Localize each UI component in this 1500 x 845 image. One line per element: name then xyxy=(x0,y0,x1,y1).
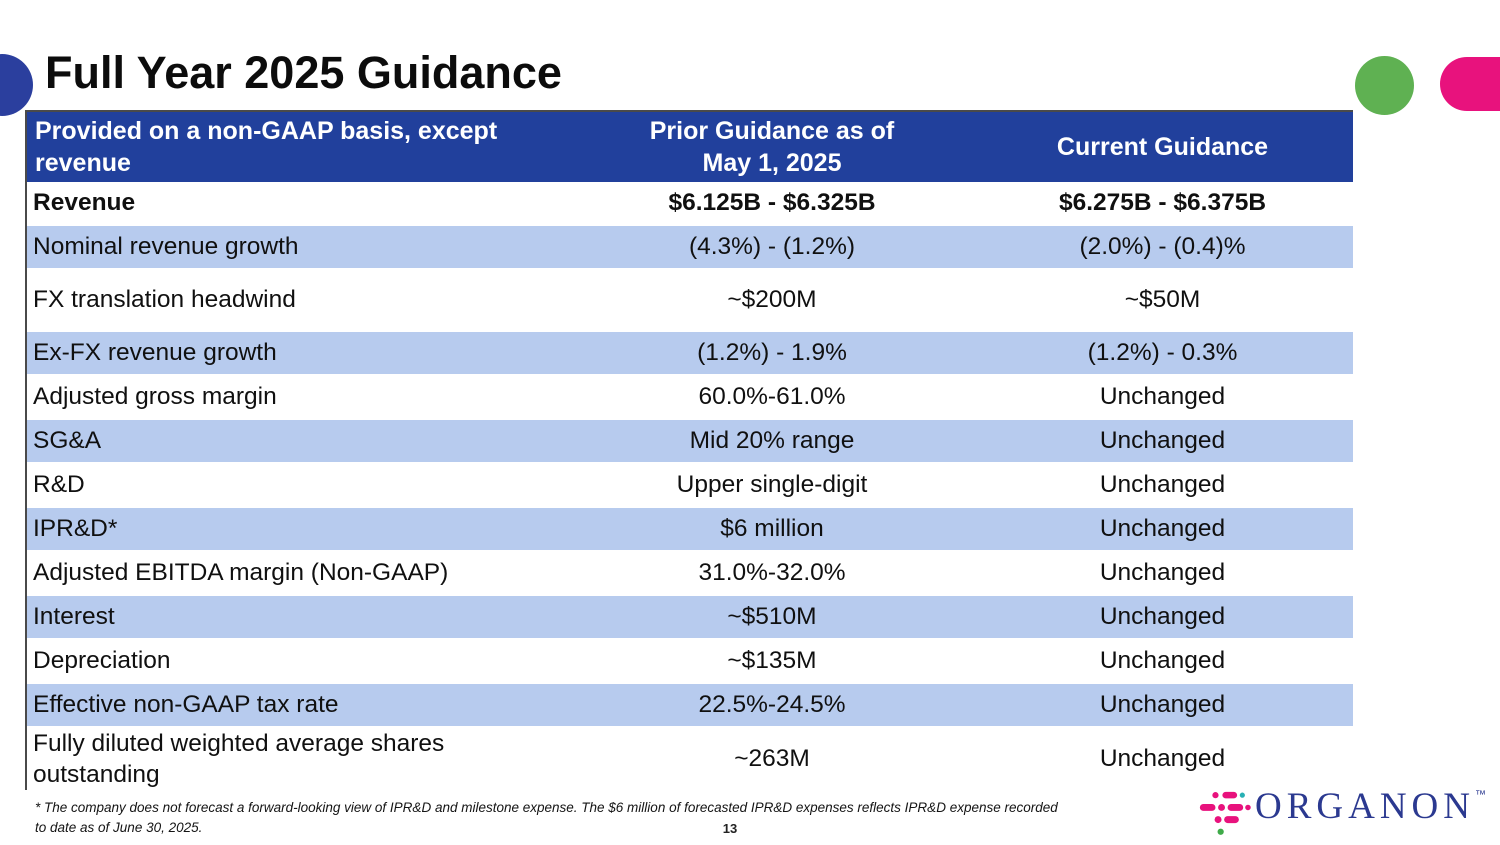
row-current-value: Unchanged xyxy=(972,682,1353,728)
logo-wordmark: ORGANON xyxy=(1255,786,1475,827)
pink-accent-pill xyxy=(1440,57,1500,111)
column-header-prior-guidance: Prior Guidance as of May 1, 2025 xyxy=(572,112,972,182)
row-prior-value: 60.0%-61.0% xyxy=(572,374,972,419)
green-accent-circle xyxy=(1355,56,1414,115)
column-header-metric: Provided on a non-GAAP basis, except rev… xyxy=(27,112,572,182)
row-current-value: Unchanged xyxy=(972,374,1353,419)
row-prior-value: Mid 20% range xyxy=(572,418,972,464)
table-row: R&D Upper single-digit Unchanged xyxy=(27,462,1353,507)
row-label: Adjusted gross margin xyxy=(27,374,572,419)
row-label: Fully diluted weighted average shares ou… xyxy=(27,726,572,792)
row-prior-value: Upper single-digit xyxy=(572,462,972,507)
row-prior-value: ~$200M xyxy=(572,268,972,331)
table-row: Adjusted gross margin 60.0%-61.0% Unchange… xyxy=(27,374,1353,419)
row-label: Adjusted EBITDA margin (Non-GAAP) xyxy=(27,550,572,595)
row-current-value: ~$50M xyxy=(972,268,1353,331)
column-header-prior-line2: May 1, 2025 xyxy=(702,149,842,177)
table-row: Interest ~$510M Unchanged xyxy=(27,594,1353,640)
row-label: Revenue xyxy=(33,188,136,216)
row-prior-value: ~$135M xyxy=(572,638,972,683)
table-row: Adjusted EBITDA margin (Non-GAAP) 31.0%-3… xyxy=(27,550,1353,595)
page-title: Full Year 2025 Guidance xyxy=(45,47,562,98)
column-header-current-guidance: Current Guidance xyxy=(972,112,1353,182)
table-row: SG&A Mid 20% range Unchanged xyxy=(27,418,1353,464)
row-prior-value: ~263M xyxy=(572,726,972,792)
row-prior-value: $6 million xyxy=(572,506,972,552)
table-row: IPR&D* $6 million Unchanged xyxy=(27,506,1353,552)
row-current-value: (1.2%) - 0.3% xyxy=(972,330,1353,376)
row-prior-value: ~$510M xyxy=(572,594,972,640)
row-label: Effective non-GAAP tax rate xyxy=(27,682,572,728)
table-row: FX translation headwind ~$200M ~$50M xyxy=(27,268,1353,331)
row-prior-value: 22.5%-24.5% xyxy=(572,682,972,728)
row-current-value: Unchanged xyxy=(972,418,1353,464)
row-current-value: $6.275B - $6.375B xyxy=(1058,188,1267,216)
row-current-value: Unchanged xyxy=(972,506,1353,552)
row-prior-value: (1.2%) - 1.9% xyxy=(572,330,972,376)
organon-logo: ORGANON ™ xyxy=(1199,785,1486,845)
row-label: Depreciation xyxy=(27,638,572,683)
column-header-prior-line1: Prior Guidance as of xyxy=(649,116,895,145)
table-header-row: Provided on a non-GAAP basis, except rev… xyxy=(27,112,1353,182)
footnote: * The company does not forecast a forwar… xyxy=(35,800,1058,836)
table-row: Effective non-GAAP tax rate 22.5%-24.5% Un… xyxy=(27,682,1353,728)
table-row: Revenue $6.125B - $6.325B $6.275B - $6.375… xyxy=(27,182,1353,225)
table-row: Nominal revenue growth (4.3%) - (1.2%) (2.… xyxy=(27,224,1353,270)
organon-asterisk-icon xyxy=(1199,791,1251,835)
row-label: SG&A xyxy=(27,418,572,464)
row-current-value: Unchanged xyxy=(972,594,1353,640)
row-label: Interest xyxy=(27,594,572,640)
row-current-value: Unchanged xyxy=(972,726,1353,792)
row-prior-value: (4.3%) - (1.2%) xyxy=(572,224,972,270)
table-row: Fully diluted weighted average shares ou… xyxy=(27,726,1353,792)
guidance-table-body: Revenue $6.125B - $6.325B $6.275B - $6.375… xyxy=(27,182,1353,792)
guidance-table: Provided on a non-GAAP basis, except rev… xyxy=(25,110,1353,792)
row-current-value: Unchanged xyxy=(972,462,1353,507)
row-current-value: (2.0%) - (0.4)% xyxy=(972,224,1353,270)
left-accent-circle xyxy=(0,54,33,116)
table-row: Ex-FX revenue growth (1.2%) - 1.9% (1.2%) … xyxy=(27,330,1353,376)
row-current-value: Unchanged xyxy=(972,638,1353,683)
row-label: Nominal revenue growth xyxy=(27,224,572,270)
guidance-table-grid: Provided on a non-GAAP basis, except rev… xyxy=(27,112,1353,792)
row-current-value: Unchanged xyxy=(972,550,1353,595)
row-label: FX translation headwind xyxy=(27,268,572,331)
row-prior-value: 31.0%-32.0% xyxy=(572,550,972,595)
row-label: R&D xyxy=(27,462,572,507)
table-row: Depreciation ~$135M Unchanged xyxy=(27,638,1353,683)
row-prior-value: $6.125B - $6.325B xyxy=(668,188,876,216)
trademark-symbol: ™ xyxy=(1475,789,1486,801)
row-label: IPR&D* xyxy=(27,506,572,552)
row-label: Ex-FX revenue growth xyxy=(27,330,572,376)
page-number: 13 xyxy=(722,821,738,836)
